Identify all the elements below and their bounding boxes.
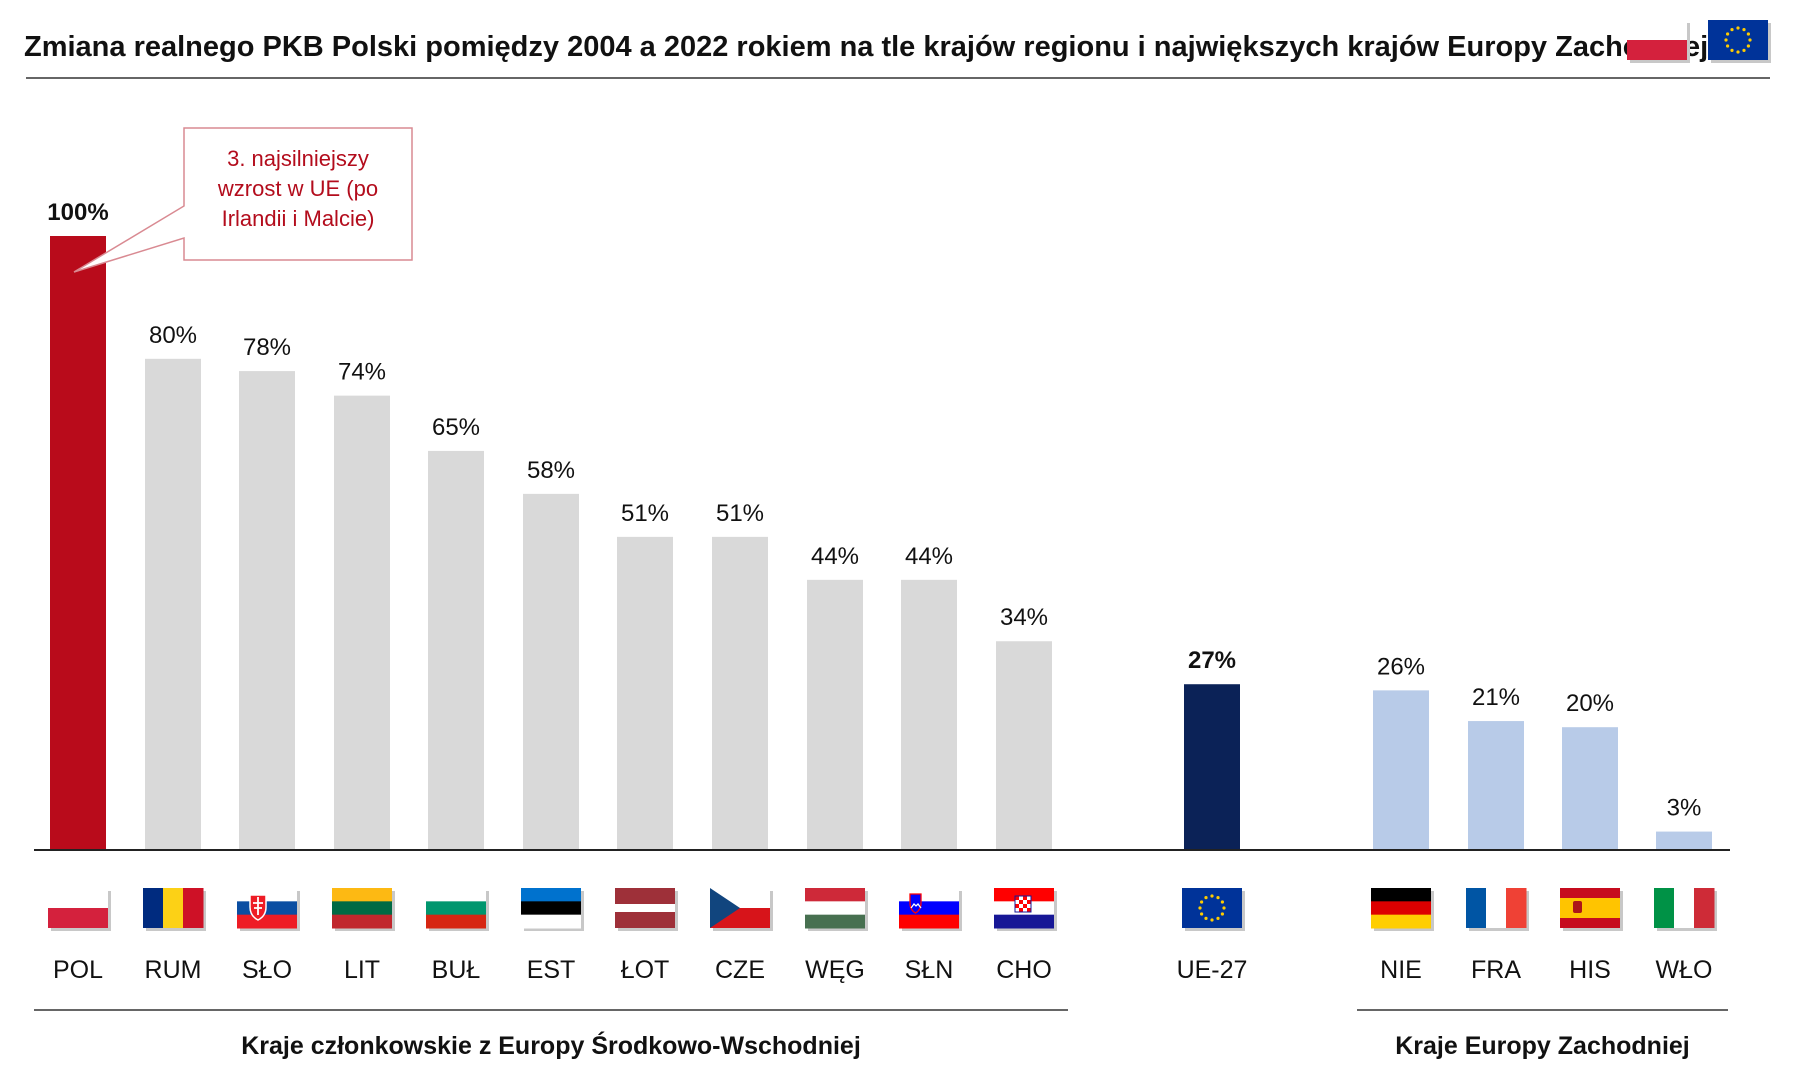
flag-estonia-icon xyxy=(521,888,584,931)
category-label-wlo: WŁO xyxy=(1656,956,1713,984)
flag-spain-icon xyxy=(1560,888,1623,931)
value-label-rum: 80% xyxy=(149,322,197,349)
bar-his xyxy=(1562,727,1618,850)
bar-fra xyxy=(1468,721,1524,850)
category-label-rum: RUM xyxy=(145,956,202,984)
flag-lithuania-icon xyxy=(332,888,395,931)
header-poland-flag-icon xyxy=(1627,20,1690,63)
category-label-slo: SŁO xyxy=(242,956,292,984)
flags-row xyxy=(48,888,1717,931)
flag-romania-icon xyxy=(143,888,206,931)
bar-pol xyxy=(50,236,106,850)
callout-box xyxy=(73,127,413,273)
flag-eu-icon xyxy=(1182,888,1245,931)
bar-cho xyxy=(996,641,1052,850)
flag-latvia-icon xyxy=(615,888,678,931)
category-label-ue-27: UE-27 xyxy=(1177,956,1248,984)
bar-cze xyxy=(712,536,768,850)
value-label-slo: 78% xyxy=(243,334,291,361)
value-label-cho: 34% xyxy=(1000,604,1048,631)
callout-line-1: 3. najsilniejszy xyxy=(227,146,369,171)
flag-bulgaria-icon xyxy=(426,888,489,931)
group-labels: Kraje członkowskie z Europy Środkowo-Wsc… xyxy=(34,1009,1728,1060)
chart-title: Zmiana realnego PKB Polski pomiędzy 2004… xyxy=(24,31,1708,63)
group-label-1: Kraje członkowskie z Europy Środkowo-Wsc… xyxy=(241,1030,861,1060)
value-label-ue-27: 27% xyxy=(1188,647,1236,674)
value-label-wlo: 3% xyxy=(1667,795,1702,822)
category-label-cze: CZE xyxy=(715,956,765,984)
category-label-weg: WĘG xyxy=(805,956,865,984)
category-labels: POL RUM SŁO LIT BUŁ EST ŁOT CZE WĘG SŁN CHO UE-27 NI… xyxy=(53,956,1712,984)
category-label-lot: ŁOT xyxy=(621,956,670,984)
category-label-lit: LIT xyxy=(344,956,380,984)
bar-rum xyxy=(145,358,201,850)
value-label-lit: 74% xyxy=(338,359,386,386)
category-label-nie: NIE xyxy=(1380,956,1422,984)
flag-croatia-icon xyxy=(994,888,1057,931)
bar-est xyxy=(523,493,579,850)
bar-wlo xyxy=(1656,831,1712,850)
bar-nie xyxy=(1373,690,1429,850)
category-label-bul: BUŁ xyxy=(432,956,481,984)
bar-ue-27 xyxy=(1184,684,1240,850)
callout-line-2: wzrost w UE (po xyxy=(217,176,378,201)
callout-line-3: Irlandii i Malcie) xyxy=(222,206,375,231)
category-label-cho: CHO xyxy=(996,956,1052,984)
category-label-pol: POL xyxy=(53,956,103,984)
value-label-lot: 51% xyxy=(621,500,669,527)
callout: 3. najsilniejszy wzrost w UE (po Irlandi… xyxy=(73,127,413,273)
bar-slo xyxy=(239,371,295,850)
value-label-his: 20% xyxy=(1566,690,1614,717)
value-label-fra: 21% xyxy=(1472,684,1520,711)
value-label-bul: 65% xyxy=(432,414,480,441)
flag-poland-icon xyxy=(48,888,111,931)
value-label-sln: 44% xyxy=(905,543,953,570)
flag-france-icon xyxy=(1466,888,1529,931)
value-label-cze: 51% xyxy=(716,500,764,527)
header-flags xyxy=(1627,20,1771,63)
value-label-nie: 26% xyxy=(1377,653,1425,680)
bar-lot xyxy=(617,536,673,850)
category-label-his: HIS xyxy=(1569,956,1611,984)
category-label-est: EST xyxy=(527,956,576,984)
flag-slovakia-icon xyxy=(237,888,300,931)
bar-lit xyxy=(334,395,390,850)
bar-sln xyxy=(901,579,957,850)
bar-weg xyxy=(807,579,863,850)
category-label-sln: SŁN xyxy=(905,956,954,984)
flag-hungary-icon xyxy=(805,888,868,931)
bar-bul xyxy=(428,450,484,850)
value-label-pol: 100% xyxy=(47,199,108,226)
flag-slovenia-icon xyxy=(899,888,962,931)
value-label-weg: 44% xyxy=(811,543,859,570)
bars-layer: 100% 80% 78% 74% 65% 58% 51% 51% 44% 44% 34% 27% 26%… xyxy=(47,199,1712,850)
category-label-fra: FRA xyxy=(1471,956,1521,984)
value-label-est: 58% xyxy=(527,457,575,484)
flag-germany-icon xyxy=(1371,888,1434,931)
flag-italy-icon xyxy=(1654,888,1717,931)
flag-czechia-icon xyxy=(710,888,773,931)
group-label-2: Kraje Europy Zachodniej xyxy=(1395,1032,1690,1060)
header-eu-flag-icon xyxy=(1708,20,1771,63)
